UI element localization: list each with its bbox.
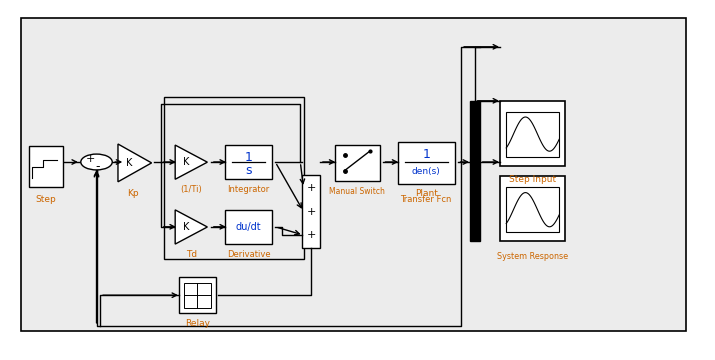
FancyBboxPatch shape: [500, 176, 565, 241]
Text: Integrator: Integrator: [227, 185, 270, 194]
Text: K: K: [126, 158, 132, 168]
Text: den(s): den(s): [412, 167, 440, 176]
Text: +: +: [306, 183, 316, 193]
Text: Step: Step: [35, 195, 56, 204]
Text: s: s: [245, 164, 252, 177]
Polygon shape: [118, 144, 152, 182]
Text: Relay: Relay: [185, 320, 209, 328]
Text: +: +: [306, 230, 316, 240]
Text: System Response: System Response: [497, 252, 568, 261]
FancyBboxPatch shape: [184, 283, 211, 308]
Text: K: K: [182, 222, 189, 232]
FancyBboxPatch shape: [506, 187, 559, 232]
FancyBboxPatch shape: [398, 142, 455, 184]
Text: 1: 1: [245, 150, 252, 163]
Text: -: -: [96, 160, 100, 173]
FancyBboxPatch shape: [500, 101, 565, 166]
Text: Kp: Kp: [127, 189, 139, 198]
Text: K: K: [182, 157, 189, 167]
FancyBboxPatch shape: [470, 101, 480, 241]
FancyBboxPatch shape: [225, 210, 272, 244]
FancyBboxPatch shape: [179, 277, 216, 313]
Text: Manual Switch: Manual Switch: [329, 187, 385, 196]
Text: Step Input: Step Input: [509, 175, 556, 184]
FancyBboxPatch shape: [21, 18, 686, 331]
Polygon shape: [175, 210, 207, 244]
Text: 1: 1: [422, 148, 430, 161]
Text: Transfer Fcn: Transfer Fcn: [400, 195, 452, 204]
Text: Td: Td: [186, 250, 197, 259]
FancyBboxPatch shape: [29, 146, 63, 187]
Text: +: +: [306, 207, 316, 216]
FancyBboxPatch shape: [164, 97, 304, 259]
Text: Plant: Plant: [415, 189, 438, 198]
Text: Derivative: Derivative: [227, 250, 270, 259]
Text: +: +: [85, 154, 95, 164]
Polygon shape: [175, 145, 207, 179]
Text: du/dt: du/dt: [236, 222, 261, 232]
FancyBboxPatch shape: [506, 112, 559, 157]
FancyBboxPatch shape: [225, 145, 272, 179]
FancyBboxPatch shape: [302, 175, 320, 248]
Circle shape: [81, 154, 112, 170]
FancyBboxPatch shape: [335, 145, 380, 181]
Text: (1/Ti): (1/Ti): [180, 185, 202, 194]
